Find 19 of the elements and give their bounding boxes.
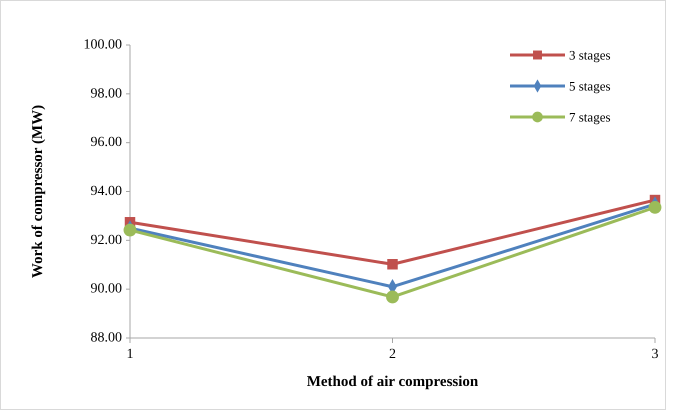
x-tick-label: 1 <box>126 347 134 362</box>
legend-label: 7 stages <box>569 110 611 125</box>
y-tick-label: 100.00 <box>84 38 122 52</box>
legend-label: 5 stages <box>569 78 611 94</box>
point <box>648 200 662 214</box>
legend-label: 3 stages <box>569 48 611 63</box>
y-tick-label: 98.00 <box>90 86 122 102</box>
y-tick-label: 88.00 <box>90 330 122 346</box>
x-axis-title: Method of air compression <box>306 374 479 390</box>
point <box>124 224 136 236</box>
y-axis-title: Work of compressor (MW) <box>30 104 46 278</box>
x-tick-label: 3 <box>652 347 658 362</box>
y-tick-label: 90.00 <box>90 282 122 297</box>
y-tick-label: 96.00 <box>90 135 122 150</box>
y-tick-label: 94.00 <box>90 184 122 199</box>
x-tick-label: 2 <box>389 347 396 362</box>
point <box>386 290 399 304</box>
y-tick-label: 92.00 <box>90 232 122 248</box>
point <box>387 259 398 270</box>
